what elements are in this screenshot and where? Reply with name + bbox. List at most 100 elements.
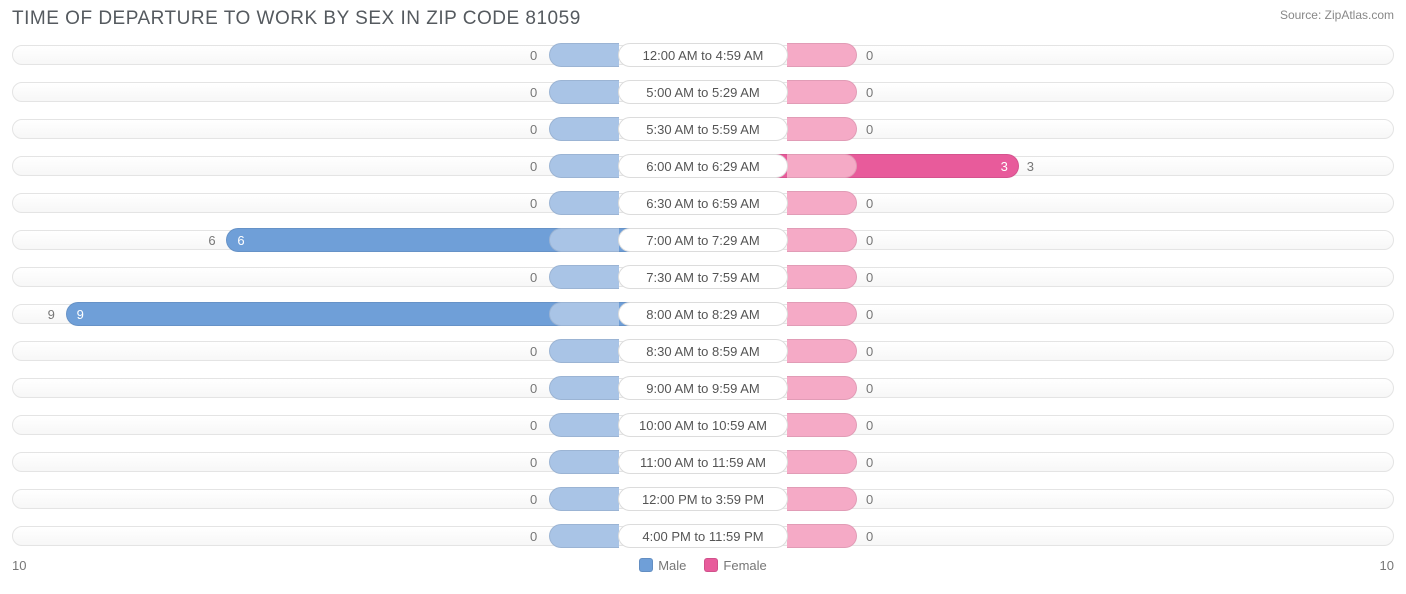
female-stub	[787, 43, 857, 67]
row-center: 11:00 AM to 11:59 AM	[549, 450, 857, 474]
row-center: 5:30 AM to 5:59 AM	[549, 117, 857, 141]
female-stub	[787, 265, 857, 289]
row-center: 12:00 PM to 3:59 PM	[549, 487, 857, 511]
row-label: 5:00 AM to 5:29 AM	[618, 80, 788, 104]
chart-row: 11:00 AM to 11:59 AM00	[12, 447, 1394, 477]
chart-row: 12:00 PM to 3:59 PM 0 0	[12, 484, 1394, 514]
legend-swatch	[704, 558, 718, 572]
female-stub	[787, 450, 857, 474]
male-value-label: 0	[530, 415, 537, 435]
female-stub	[787, 376, 857, 400]
male-bar-value: 9	[77, 307, 84, 322]
male-stub	[549, 524, 619, 548]
row-label: 8:30 AM to 8:59 AM	[618, 339, 788, 363]
row-center: 7:30 AM to 7:59 AM	[549, 265, 857, 289]
row-label: 9:00 AM to 9:59 AM	[618, 376, 788, 400]
row-label: 7:00 AM to 7:29 AM	[618, 228, 788, 252]
chart-row: 12:00 AM to 4:59 AM 0 0	[12, 40, 1394, 70]
male-value-label: 0	[530, 82, 537, 102]
male-value-label: 0	[530, 341, 537, 361]
female-stub	[787, 302, 857, 326]
row-label: 6:30 AM to 6:59 AM	[618, 191, 788, 215]
female-value-label: 0	[866, 267, 873, 287]
male-stub	[549, 339, 619, 363]
male-value-label: 0	[530, 156, 537, 176]
female-stub	[787, 80, 857, 104]
row-center: 6:00 AM to 6:29 AM	[549, 154, 857, 178]
male-stub	[549, 191, 619, 215]
chart-row: 3 6:00 AM to 6:29 AM 0 3	[12, 151, 1394, 181]
male-stub	[549, 154, 619, 178]
chart-row: 10:00 AM to 10:59 AM 0 0	[12, 410, 1394, 440]
chart-row: 9 8:00 AM to 8:29 AM 9 0	[12, 299, 1394, 329]
legend: Male Female	[639, 558, 767, 573]
source-attribution: Source: ZipAtlas.com	[1280, 8, 1394, 22]
chart-row: 6:30 AM to 6:59 AM00	[12, 188, 1394, 218]
female-stub	[787, 154, 857, 178]
female-bar-value: 3	[1001, 159, 1008, 174]
female-value-label: 0	[866, 526, 873, 546]
row-label: 7:30 AM to 7:59 AM	[618, 265, 788, 289]
male-value-label: 6	[208, 230, 215, 250]
female-value-label: 3	[1027, 156, 1034, 176]
row-label: 8:00 AM to 8:29 AM	[618, 302, 788, 326]
female-stub	[787, 487, 857, 511]
chart-row: 7:30 AM to 7:59 AM00	[12, 262, 1394, 292]
male-stub	[549, 302, 619, 326]
row-label: 6:00 AM to 6:29 AM	[618, 154, 788, 178]
male-stub	[549, 80, 619, 104]
male-value-label: 0	[530, 489, 537, 509]
female-value-label: 0	[866, 119, 873, 139]
female-stub	[787, 413, 857, 437]
male-value-label: 0	[530, 193, 537, 213]
row-center: 6:30 AM to 6:59 AM	[549, 191, 857, 215]
chart-row: 67:00 AM to 7:29 AM60	[12, 225, 1394, 255]
female-value-label: 0	[866, 415, 873, 435]
chart-row: 9:00 AM to 9:59 AM 0 0	[12, 373, 1394, 403]
male-stub	[549, 265, 619, 289]
male-stub	[549, 43, 619, 67]
male-value-label: 0	[530, 45, 537, 65]
male-stub	[549, 117, 619, 141]
row-center: 4:00 PM to 11:59 PM	[549, 524, 857, 548]
female-stub	[787, 117, 857, 141]
row-label: 10:00 AM to 10:59 AM	[618, 413, 788, 437]
chart-row: 5:30 AM to 5:59 AM00	[12, 114, 1394, 144]
male-stub	[549, 450, 619, 474]
female-value-label: 0	[866, 489, 873, 509]
female-value-label: 0	[866, 378, 873, 398]
legend-label: Male	[658, 558, 686, 573]
female-value-label: 0	[866, 45, 873, 65]
row-center: 8:00 AM to 8:29 AM	[549, 302, 857, 326]
row-center: 10:00 AM to 10:59 AM	[549, 413, 857, 437]
chart-row: 5:00 AM to 5:29 AM 0 0	[12, 77, 1394, 107]
legend-item: Male	[639, 558, 686, 573]
row-center: 7:00 AM to 7:29 AM	[549, 228, 857, 252]
female-value-label: 0	[866, 230, 873, 250]
male-value-label: 9	[48, 304, 55, 324]
female-value-label: 0	[866, 304, 873, 324]
row-label: 4:00 PM to 11:59 PM	[618, 524, 788, 548]
male-stub	[549, 487, 619, 511]
male-value-label: 0	[530, 526, 537, 546]
female-value-label: 0	[866, 452, 873, 472]
female-stub	[787, 228, 857, 252]
row-label: 12:00 AM to 4:59 AM	[618, 43, 788, 67]
chart-row: 8:30 AM to 8:59 AM 0 0	[12, 336, 1394, 366]
legend-swatch	[639, 558, 653, 572]
row-center: 8:30 AM to 8:59 AM	[549, 339, 857, 363]
male-stub	[549, 413, 619, 437]
female-stub	[787, 191, 857, 215]
row-center: 12:00 AM to 4:59 AM	[549, 43, 857, 67]
row-label: 12:00 PM to 3:59 PM	[618, 487, 788, 511]
male-stub	[549, 228, 619, 252]
male-value-label: 0	[530, 378, 537, 398]
chart-title: TIME OF DEPARTURE TO WORK BY SEX IN ZIP …	[12, 8, 581, 30]
axis-right-max: 10	[1380, 558, 1394, 573]
female-value-label: 0	[866, 341, 873, 361]
diverging-bar-chart: 12:00 AM to 4:59 AM 0 0 5:00 AM to 5:29 AM 0…	[12, 40, 1394, 551]
legend-item: Female	[704, 558, 766, 573]
female-stub	[787, 524, 857, 548]
chart-row: 4:00 PM to 11:59 PM 0 0	[12, 521, 1394, 551]
female-value-label: 0	[866, 82, 873, 102]
